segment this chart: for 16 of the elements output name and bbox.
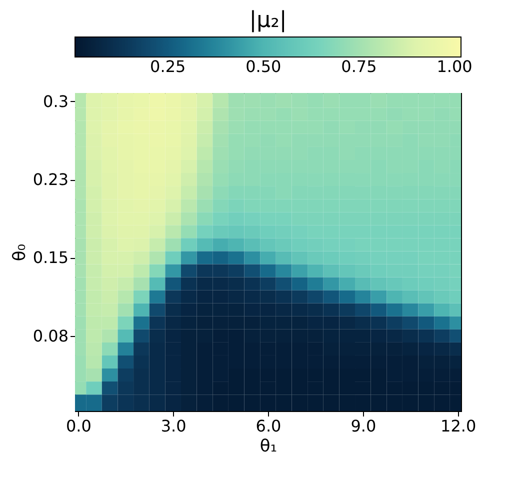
y-axis-title: θ₀ <box>10 244 30 262</box>
color-bar-label: 0.75 <box>341 57 377 76</box>
y-tick-label: 0.3 <box>43 92 68 111</box>
x-tick-label: 9.0 <box>350 416 376 436</box>
x-tick-label: 3.0 <box>160 416 186 436</box>
x-axis-title: θ₁ <box>260 436 278 456</box>
color-bar-label: 1.00 <box>436 57 472 76</box>
x-tick-label: 0.0 <box>66 416 92 436</box>
color-bar-title: |μ₂| <box>249 8 287 33</box>
y-tick-label: 0.15 <box>32 248 68 268</box>
color-bar-label: 0.25 <box>150 57 186 76</box>
x-tick-label: 12.0 <box>440 416 476 436</box>
y-tick-label: 0.08 <box>32 326 68 346</box>
color-bar-label: 0.50 <box>246 57 282 76</box>
y-tick-label: 0.23 <box>32 170 68 190</box>
x-tick-label: 6.0 <box>256 416 282 436</box>
